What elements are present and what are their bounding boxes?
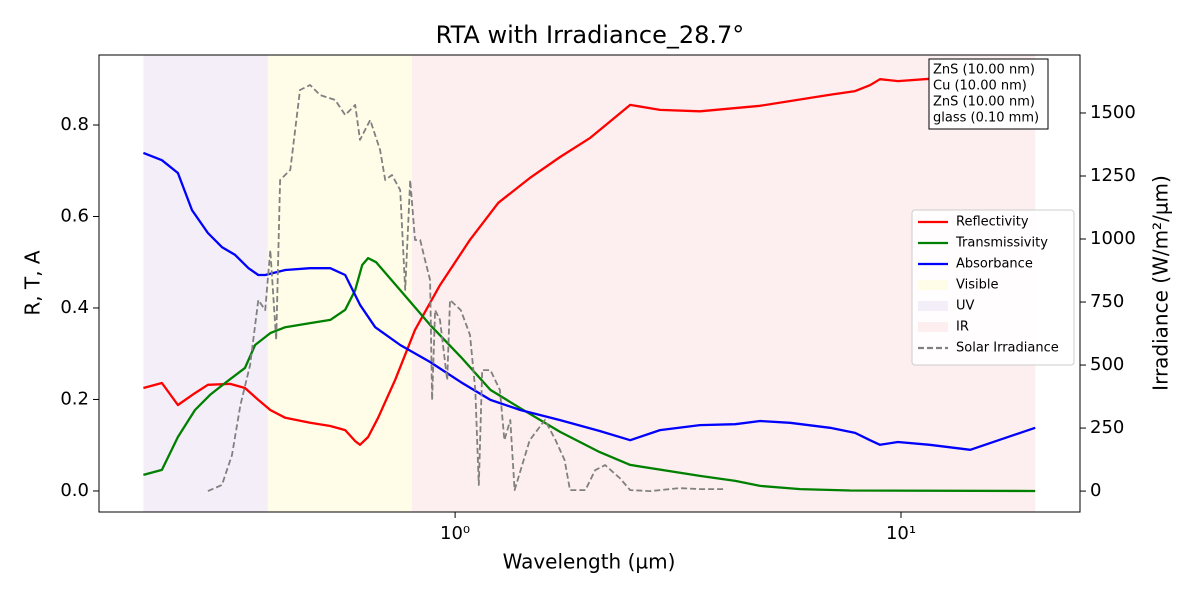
x-tick-label: 10⁰	[440, 523, 470, 544]
series-line	[142, 151, 1036, 451]
y-tick-label: 0.2	[60, 388, 89, 409]
legend-swatch	[918, 301, 948, 311]
plot-area	[142, 55, 1036, 512]
chart-title: RTA with Irradiance_28.7°	[436, 21, 745, 49]
y2-tick-label: 1000	[1090, 228, 1136, 249]
x-tick-label: 10¹	[886, 523, 916, 544]
legend: Reflectivity Transmissivity Absorbance Visi…	[911, 209, 1075, 366]
y2-tick-label: 500	[1090, 354, 1124, 375]
region	[267, 55, 412, 512]
series-line	[207, 84, 725, 492]
y2-tick-label: 0	[1090, 480, 1101, 501]
y2-tick-label: 750	[1090, 291, 1124, 312]
annotation-line: ZnS (10.00 nm)	[933, 63, 1035, 78]
legend-label: UV	[956, 299, 975, 314]
y2-axis-label: Irradiance (W/m²/µm)	[1149, 175, 1173, 391]
legend-label: Visible	[956, 278, 998, 293]
y-tick-label: 0.8	[60, 114, 89, 135]
x-axis-label: Wavelength (µm)	[503, 550, 676, 574]
y2-tick-label: 250	[1090, 417, 1124, 438]
legend-label: IR	[956, 320, 969, 335]
annotation-line: glass (0.10 mm)	[933, 111, 1039, 126]
legend-label: Absorbance	[956, 257, 1033, 272]
annotation-line: ZnS (10.00 nm)	[933, 95, 1035, 110]
legend-swatch	[918, 322, 948, 332]
legend-label: Transmissivity	[955, 236, 1048, 251]
y2-tick-label: 1500	[1090, 102, 1136, 123]
y2-tick-label: 1250	[1090, 165, 1136, 186]
annotation: ZnS (10.00 nm)Cu (10.00 nm)ZnS (10.00 nm…	[928, 58, 1049, 130]
annotation-box	[928, 58, 1049, 130]
y-tick-label: 0.6	[60, 205, 89, 226]
legend-label: Solar Irradiance	[956, 341, 1059, 356]
y-tick-label: 0.4	[60, 297, 89, 318]
legend-box	[911, 209, 1075, 366]
plot-frame	[98, 54, 1081, 513]
legend-swatch	[918, 280, 948, 290]
annotation-line: Cu (10.00 nm)	[933, 79, 1027, 94]
region	[143, 55, 268, 512]
legend-label: Reflectivity	[956, 215, 1029, 230]
y-axis-label: R, T, A	[21, 250, 45, 316]
series-line	[143, 74, 1036, 446]
series-line	[143, 256, 1036, 493]
y-tick-label: 0.0	[60, 480, 89, 501]
